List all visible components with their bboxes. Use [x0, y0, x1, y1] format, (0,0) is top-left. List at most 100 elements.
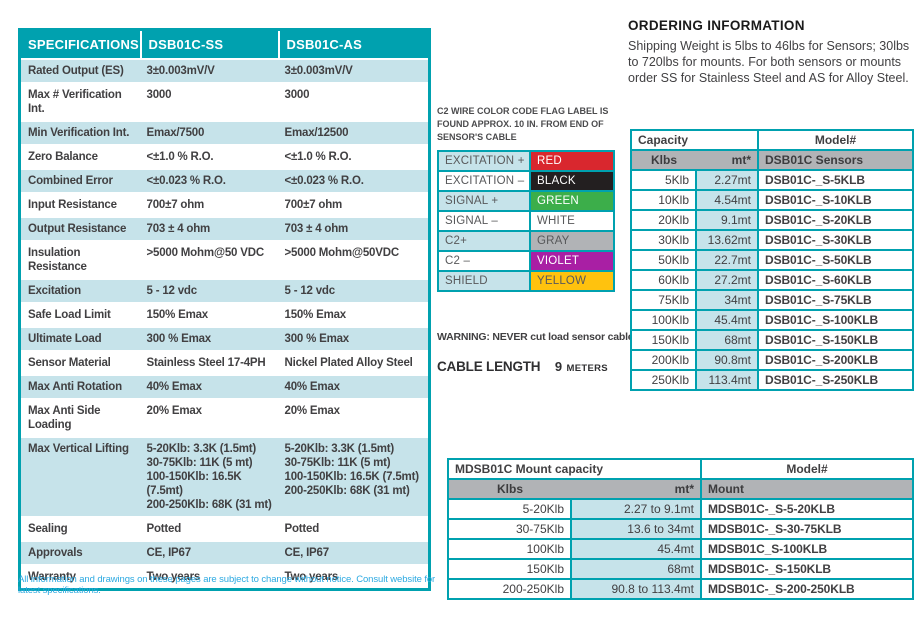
wire-color-swatch: RED [529, 150, 615, 172]
sensor-model-number: DSB01C-_S-75KLB [757, 289, 914, 311]
mount-model-number: MDSB01C-_S-5-20KLB [700, 498, 914, 520]
wire-row: SIGNAL – WHITE [437, 210, 615, 232]
ordering-information-title: ORDERING INFORMATION [628, 18, 805, 33]
spec-label: Warranty [19, 564, 141, 590]
mount-capacity-table: MDSB01C Mount capacity Model# Klbs mt* M… [447, 458, 914, 600]
spec-value-as: 3000 [278, 82, 430, 122]
sensor-klb-value: 150Klb [630, 329, 697, 351]
spec-label: Max Anti Side Loading [19, 398, 141, 438]
mount-capacity-header: MDSB01C Mount capacity [447, 458, 702, 480]
sensor-row: 100Klb 45.4mt DSB01C-_S-100KLB [630, 309, 914, 331]
page-footer: All information and drawings on these pa… [18, 574, 436, 596]
mount-subheader-model: Mount [700, 478, 914, 500]
spec-row: Max Anti Side Loading 20% Emax 20% Emax [19, 398, 430, 438]
sensor-model-header: Model# [757, 129, 914, 151]
spec-value-ss: 3±0.003mV/V [140, 57, 279, 84]
sensor-capacity-table: Capacity Model# Klbs mt* DSB01C Sensors … [630, 129, 914, 391]
wire-signal-label: C2+ [437, 230, 531, 252]
sensor-model-number: DSB01C-_S-50KLB [757, 249, 914, 271]
sensor-row: 75Klb 34mt DSB01C-_S-75KLB [630, 289, 914, 311]
spec-row: Max # Verification Int. 3000 3000 [19, 82, 430, 122]
spec-value-as: Nickel Plated Alloy Steel [278, 350, 430, 376]
spec-value-as: 40% Emax [278, 374, 430, 400]
sensor-row: 50Klb 22.7mt DSB01C-_S-50KLB [630, 249, 914, 271]
spec-value-as: Two years [278, 564, 430, 590]
spec-row: Excitation 5 - 12 vdc 5 - 12 vdc [19, 278, 430, 304]
mount-klb-value: 5-20Klb [447, 498, 572, 520]
mount-table-header-row: MDSB01C Mount capacity Model# [447, 458, 914, 480]
spec-value-as: CE, IP67 [278, 540, 430, 566]
spec-label: Excitation [19, 278, 141, 304]
wire-color-swatch: WHITE [529, 210, 615, 232]
wire-color-swatch: BLACK [529, 170, 615, 192]
sensor-klb-value: 250Klb [630, 369, 697, 391]
wire-color-swatch: GREEN [529, 190, 615, 212]
sensor-table-subheader-row: Klbs mt* DSB01C Sensors [630, 149, 914, 171]
cable-length: CABLE LENGTH 9 METERS [437, 358, 608, 376]
spec-value-ss: 300 % Emax [140, 326, 279, 352]
spec-label: Input Resistance [19, 192, 141, 218]
spec-row: Rated Output (ES) 3±0.003mV/V 3±0.003mV/… [19, 57, 430, 84]
spec-value-ss: Two years [140, 564, 279, 590]
spec-value-ss: 20% Emax [140, 398, 279, 438]
mount-row: 100Klb 45.4mt MDSB01C_S-100KLB [447, 538, 914, 560]
sensor-model-number: DSB01C-_S-200KLB [757, 349, 914, 371]
sensor-model-number: DSB01C-_S-5KLB [757, 169, 914, 191]
mount-mt-value: 68mt [570, 558, 702, 580]
sensor-row: 10Klb 4.54mt DSB01C-_S-10KLB [630, 189, 914, 211]
mount-klb-value: 100Klb [447, 538, 572, 560]
spec-row: Sealing Potted Potted [19, 516, 430, 542]
spec-row: Input Resistance 700±7 ohm 700±7 ohm [19, 192, 430, 218]
sensor-mt-value: 2.27mt [695, 169, 759, 191]
ordering-information-body: Shipping Weight is 5lbs to 46lbs for Sen… [628, 39, 910, 85]
spec-value-as: 700±7 ohm [278, 192, 430, 218]
spec-value-as: <±0.023 % R.O. [278, 168, 430, 194]
mount-row: 150Klb 68mt MDSB01C-_S-150KLB [447, 558, 914, 580]
sensor-klb-value: 20Klb [630, 209, 697, 231]
mount-row: 5-20Klb 2.27 to 9.1mt MDSB01C-_S-5-20KLB [447, 498, 914, 520]
sensor-row: 60Klb 27.2mt DSB01C-_S-60KLB [630, 269, 914, 291]
mount-table-subheader-row: Klbs mt* Mount [447, 478, 914, 500]
spec-label: Max # Verification Int. [19, 82, 141, 122]
sensor-klb-value: 60Klb [630, 269, 697, 291]
sensor-mt-value: 27.2mt [695, 269, 759, 291]
sensor-mt-value: 34mt [695, 289, 759, 311]
mount-model-number: MDSB01C-_S-200-250KLB [700, 578, 914, 600]
spec-row: Max Anti Rotation 40% Emax 40% Emax [19, 374, 430, 400]
spec-row: Safe Load Limit 150% Emax 150% Emax [19, 302, 430, 328]
wire-color-swatch: YELLOW [529, 270, 615, 292]
mount-klb-value: 30-75Klb [447, 518, 572, 540]
spec-value-as: <±1.0 % R.O. [278, 144, 430, 170]
mount-klb-value: 200-250Klb [447, 578, 572, 600]
spec-value-as: 20% Emax [278, 398, 430, 438]
cable-length-unit: METERS [566, 363, 608, 374]
wire-signal-label: EXCITATION – [437, 170, 531, 192]
mount-model-number: MDSB01C-_S-30-75KLB [700, 518, 914, 540]
sensor-row: 150Klb 68mt DSB01C-_S-150KLB [630, 329, 914, 351]
sensor-row: 20Klb 9.1mt DSB01C-_S-20KLB [630, 209, 914, 231]
sensor-row: 200Klb 90.8mt DSB01C-_S-200KLB [630, 349, 914, 371]
spec-value-as: Potted [278, 516, 430, 542]
spec-label: Min Verification Int. [19, 120, 141, 146]
sensor-subheader-klbs: Klbs [630, 149, 696, 171]
spec-label: Approvals [19, 540, 141, 566]
spec-value-ss: 40% Emax [140, 374, 279, 400]
spec-value-ss: 700±7 ohm [140, 192, 279, 218]
spec-table-body: Rated Output (ES) 3±0.003mV/V 3±0.003mV/… [19, 57, 430, 590]
wire-row: EXCITATION – BLACK [437, 170, 615, 192]
spec-label: Sensor Material [19, 350, 141, 376]
wire-signal-label: SIGNAL – [437, 210, 531, 232]
spec-row: Warranty Two years Two years [19, 564, 430, 590]
sensor-model-number: DSB01C-_S-100KLB [757, 309, 914, 331]
mount-model-number: MDSB01C-_S-150KLB [700, 558, 914, 580]
spec-label: Output Resistance [19, 216, 141, 242]
spec-value-as: 150% Emax [278, 302, 430, 328]
sensor-subheader-mt: mt* [696, 149, 759, 171]
sensor-mt-value: 22.7mt [695, 249, 759, 271]
wire-row: C2+ GRAY [437, 230, 615, 252]
wire-row: SIGNAL + GREEN [437, 190, 615, 212]
wire-row: EXCITATION + RED [437, 150, 615, 172]
spec-value-ss: <±1.0 % R.O. [140, 144, 279, 170]
mount-mt-value: 45.4mt [570, 538, 702, 560]
